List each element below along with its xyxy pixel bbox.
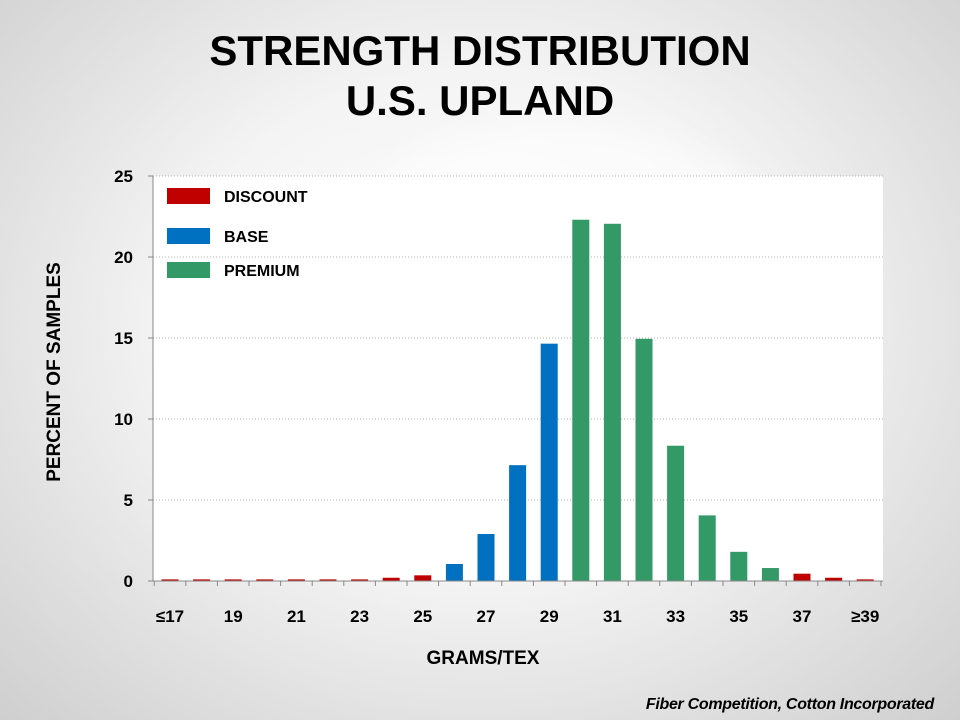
chart-title-line-1: STRENGTH DISTRIBUTION — [209, 27, 751, 74]
y-tick-label: 15 — [114, 329, 133, 348]
x-tick-label: ≤17 — [156, 607, 184, 626]
y-tick-label: 0 — [124, 572, 133, 591]
bar-34 — [698, 515, 716, 581]
bar-35 — [730, 551, 748, 581]
bar-33 — [667, 445, 685, 581]
bar-38 — [825, 577, 843, 581]
x-tick-label: 31 — [603, 607, 622, 626]
bar-28 — [509, 465, 527, 581]
x-tick-label: 29 — [540, 607, 559, 626]
legend-swatch-base — [167, 228, 210, 244]
legend-label-premium: PREMIUM — [224, 263, 300, 280]
x-axis-label: GRAMS/TEX — [427, 648, 540, 669]
chart-title: STRENGTH DISTRIBUTION U.S. UPLAND — [0, 26, 960, 126]
x-tick-label: 25 — [413, 607, 432, 626]
bar-31 — [603, 223, 621, 582]
bar-27 — [477, 534, 495, 581]
source-credit: Fiber Competition, Cotton Incorporated — [645, 696, 934, 713]
x-tick-label: 19 — [224, 607, 243, 626]
bar-21 — [287, 579, 305, 581]
legend: DISCOUNT BASE PREMIUM — [167, 188, 308, 280]
bar-22 — [319, 579, 337, 581]
x-tick-label: 21 — [287, 607, 306, 626]
legend-label-base: BASE — [224, 229, 269, 246]
chart-title-line-2: U.S. UPLAND — [345, 77, 615, 124]
y-tick-label: 25 — [114, 167, 133, 186]
x-tick-label: 27 — [477, 607, 496, 626]
x-tick-label: 35 — [729, 607, 748, 626]
y-tick-label: 10 — [114, 410, 133, 429]
bar-20 — [256, 579, 274, 581]
y-tick-label: 5 — [124, 491, 133, 510]
bar-24 — [382, 577, 400, 581]
x-tick-label: 23 — [350, 607, 369, 626]
bar-23 — [351, 579, 369, 581]
legend-swatch-discount — [167, 188, 210, 204]
bar-30 — [572, 219, 590, 582]
x-tick-label: 37 — [793, 607, 812, 626]
bar-≤17 — [161, 579, 179, 581]
bar-36 — [761, 568, 779, 581]
legend-swatch-premium — [167, 262, 210, 278]
y-tick-label: 20 — [114, 248, 133, 267]
bar-18 — [193, 579, 211, 581]
bars — [161, 219, 874, 582]
x-tick-label: ≥39 — [851, 607, 879, 626]
bar-37 — [793, 573, 811, 581]
bar-25 — [414, 575, 432, 581]
legend-label-discount: DISCOUNT — [224, 189, 308, 206]
y-tick-labels: 0 5 10 15 20 25 — [114, 167, 153, 591]
bar-32 — [635, 338, 653, 581]
y-axis-label: PERCENT OF SAMPLES — [44, 262, 65, 482]
bar-19 — [224, 579, 242, 581]
bar-26 — [445, 563, 463, 581]
bar-≥39 — [856, 579, 874, 581]
x-tick-label: 33 — [666, 607, 685, 626]
bar-29 — [540, 343, 558, 581]
x-tick-labels: ≤17 19 21 23 25 27 29 31 33 35 37 ≥39 — [153, 581, 882, 626]
